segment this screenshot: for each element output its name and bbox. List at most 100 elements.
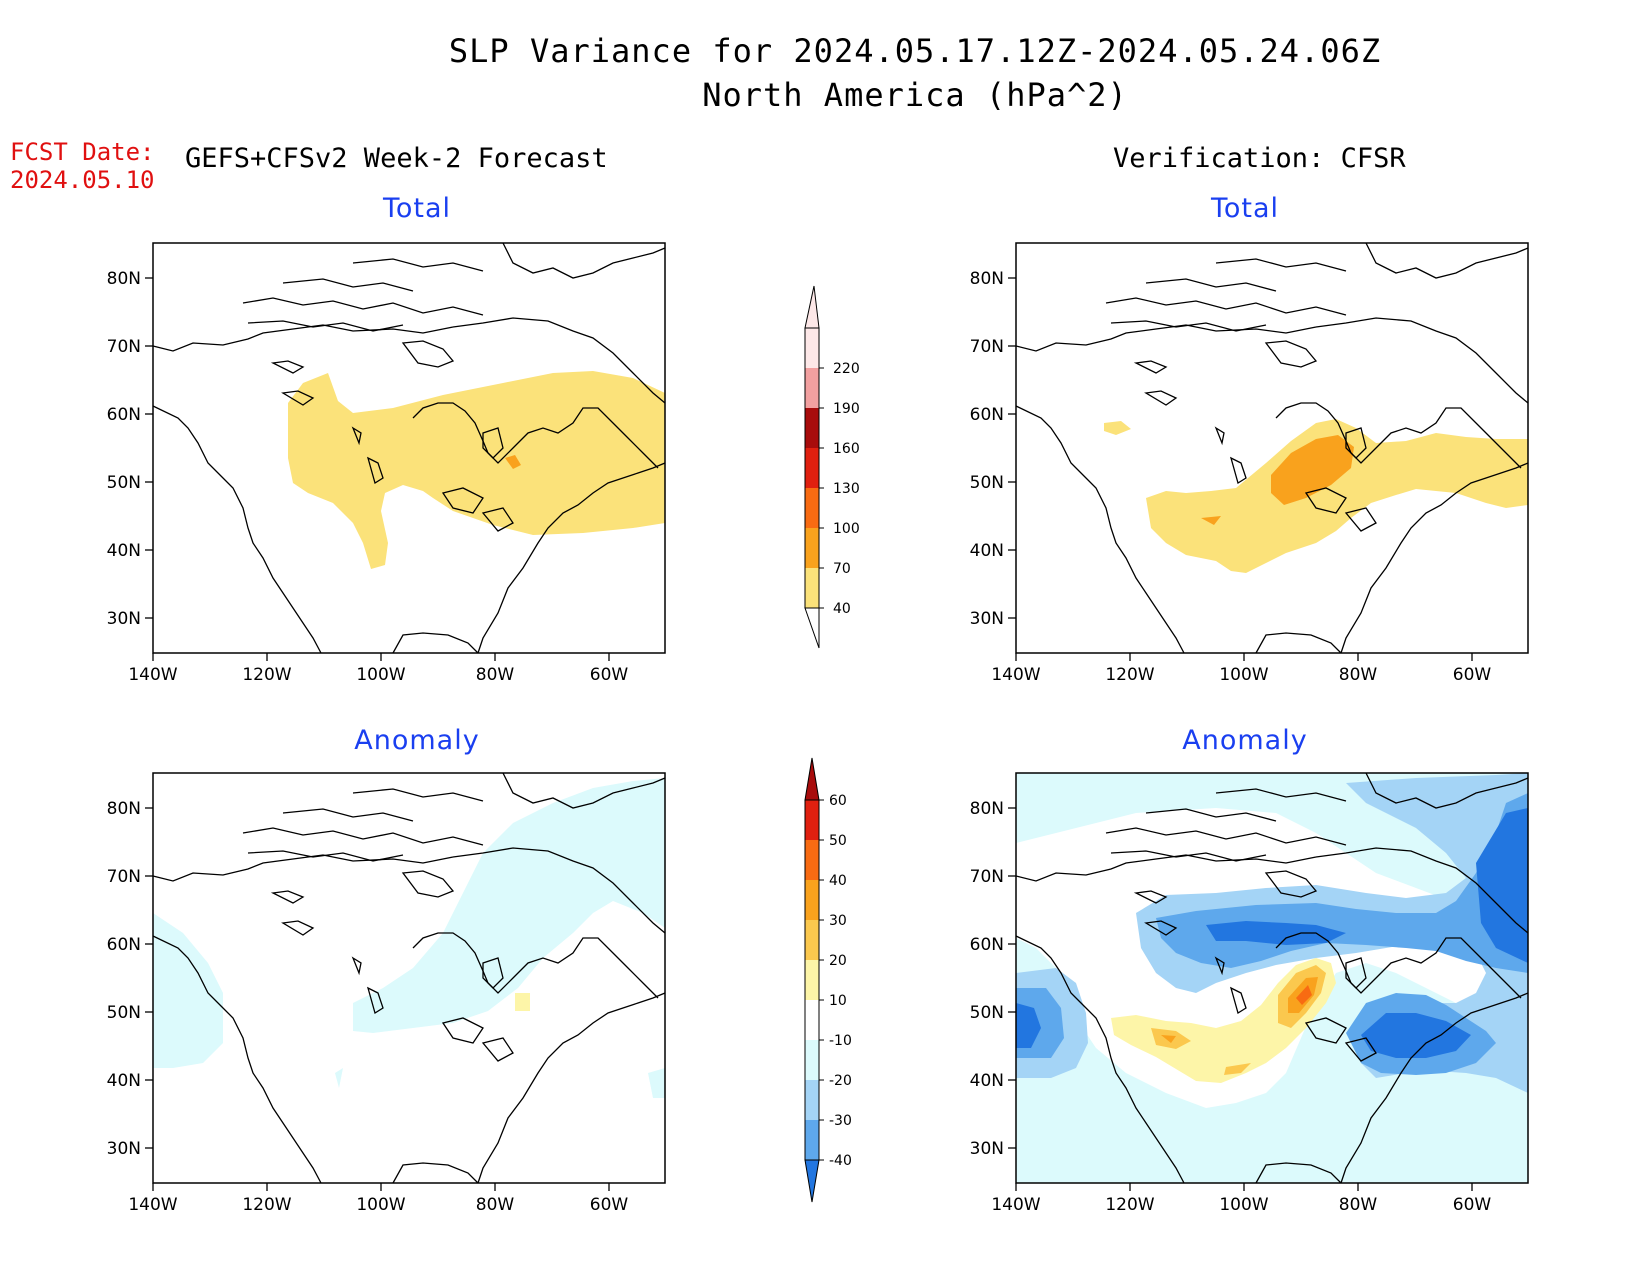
verification-anomaly-blue-core [1206,921,1346,945]
verification-total-fill [1146,419,1528,573]
lon-tick-label: 60W [1453,665,1492,685]
anomaly-colorbar-upper-cap [804,757,820,801]
verification-total-title: Total [1210,193,1280,224]
total-colorbar: 40 70 100 130 160 190 220 [804,285,860,649]
total-colorbar-segment [805,368,819,408]
forecast-total-frame [152,242,666,654]
lon-tick-label: 60W [1453,1195,1492,1215]
lon-tick-label: 140W [128,665,177,685]
verification-anomaly-blue-east-core [1361,1013,1471,1058]
forecast-anomaly-frame [152,772,666,1184]
total-colorbar-frame [804,327,820,609]
anomaly-colorbar-segment [805,800,819,840]
forecast-anomaly-fill-small1 [335,1068,343,1088]
lat-tick-label: 70N [107,337,141,357]
total-colorbar-segment [805,408,819,448]
anomaly-colorbar-label: -40 [829,1153,852,1169]
lat-tick-label: 70N [970,337,1004,357]
lon-tick-label: 60W [590,1195,629,1215]
lat-tick-label: 60N [970,405,1004,425]
lon-tick-label: 100W [356,1195,405,1215]
lon-tick-label: 60W [590,665,629,685]
anomaly-colorbar-label: 60 [829,793,847,809]
total-colorbar-segment [805,448,819,488]
total-colorbar-label: 70 [833,561,851,577]
verification-anomaly-gold [1151,965,1326,1075]
lat-tick-label: 80N [970,269,1004,289]
total-colorbar-upper-cap [804,285,820,329]
anomaly-colorbar-label: 40 [829,873,847,889]
lat-tick-label: 80N [107,799,141,819]
axes-layer: 80N 70N 60N 50N 40N 30N 140W 120W 100W 80W 60W 80N 7… [107,269,1492,1215]
lat-tick-label: 70N [970,867,1004,887]
verification-anomaly-title: Anomaly [1182,725,1308,756]
anomaly-colorbar-segment [805,920,819,960]
lat-tick-label: 70N [107,867,141,887]
anomaly-colorbar-label: 50 [829,833,847,849]
total-colorbar-segment [805,568,819,608]
total-colorbar-label: 220 [833,361,860,377]
verification-total-orange-small [1201,516,1221,525]
lon-tick-label: 100W [1219,1195,1268,1215]
total-colorbar-label: 40 [833,601,851,617]
verification-anomaly-orange-core [1296,985,1312,1005]
forecast-total-fill [288,371,665,569]
lat-tick-label: 50N [107,473,141,493]
main-subtitle: North America (hPa^2) [702,76,1128,114]
forecast-total-title: Total [382,193,452,224]
total-colorbar-segment [805,528,819,568]
verification-column-header: Verification: CFSR [1113,143,1406,174]
anomaly-colorbar-label: -30 [829,1113,852,1129]
lat-tick-label: 40N [107,541,141,561]
lon-tick-label: 120W [242,665,291,685]
anomaly-colorbar-label: -10 [829,1033,852,1049]
total-colorbar-label: 190 [833,401,860,417]
total-colorbar-label: 100 [833,521,860,537]
lat-tick-label: 30N [107,609,141,629]
lon-tick-label: 100W [1219,665,1268,685]
anomaly-colorbar-lower-cap [804,1159,820,1203]
anomaly-colorbar-segment [805,1120,819,1160]
total-colorbar-segment [805,328,819,368]
lat-tick-label: 80N [107,269,141,289]
anomaly-colorbar-label: 30 [829,913,847,929]
lat-tick-label: 60N [107,405,141,425]
anomaly-colorbar-segment [805,960,819,1000]
main-title: SLP Variance for 2024.05.17.12Z-2024.05.… [448,32,1382,70]
anomaly-colorbar-segment [805,840,819,880]
forecast-anomaly-fill-w [153,913,223,1068]
lon-tick-label: 140W [128,1195,177,1215]
total-colorbar-lower-cap [804,607,820,649]
lon-tick-label: 80W [1339,665,1378,685]
lat-tick-label: 40N [970,541,1004,561]
lat-tick-label: 50N [107,1003,141,1023]
lat-tick-label: 40N [107,1071,141,1091]
anomaly-colorbar-label: -20 [829,1073,852,1089]
forecast-anomaly-panel [152,772,666,1184]
verification-anomaly-frame [1015,772,1529,1184]
lat-tick-label: 50N [970,1003,1004,1023]
verification-anomaly-yellow [1111,958,1336,1083]
forecast-total-peak [505,455,521,469]
lat-tick-label: 30N [970,1139,1004,1159]
verification-anomaly-panel [1015,772,1529,1184]
lon-tick-label: 80W [476,1195,515,1215]
forecast-date: FCST Date: 2024.05.10 [10,138,155,194]
forecast-column-header: GEFS+CFSv2 Week-2 Forecast [185,143,608,174]
forecast-anomaly-title: Anomaly [354,725,480,756]
lat-tick-label: 50N [970,473,1004,493]
forecast-date-value: 2024.05.10 [10,166,155,194]
lat-tick-label: 60N [970,935,1004,955]
forecast-anomaly-fill-small2 [648,1068,665,1098]
total-colorbar-label: 160 [833,441,860,457]
total-colorbar-label: 130 [833,481,860,497]
verification-anomaly-blue-west-core [1016,1003,1041,1048]
lat-tick-label: 80N [970,799,1004,819]
lon-tick-label: 120W [242,1195,291,1215]
anomaly-colorbar-segment [805,1000,819,1040]
lat-tick-label: 30N [970,609,1004,629]
verification-total-panel [1015,242,1529,654]
anomaly-colorbar-segment [805,880,819,920]
verification-anomaly-orange [1161,977,1318,1043]
anomaly-colorbar: 60 50 40 30 20 10 -10 -20 -30 -40 [804,757,852,1203]
